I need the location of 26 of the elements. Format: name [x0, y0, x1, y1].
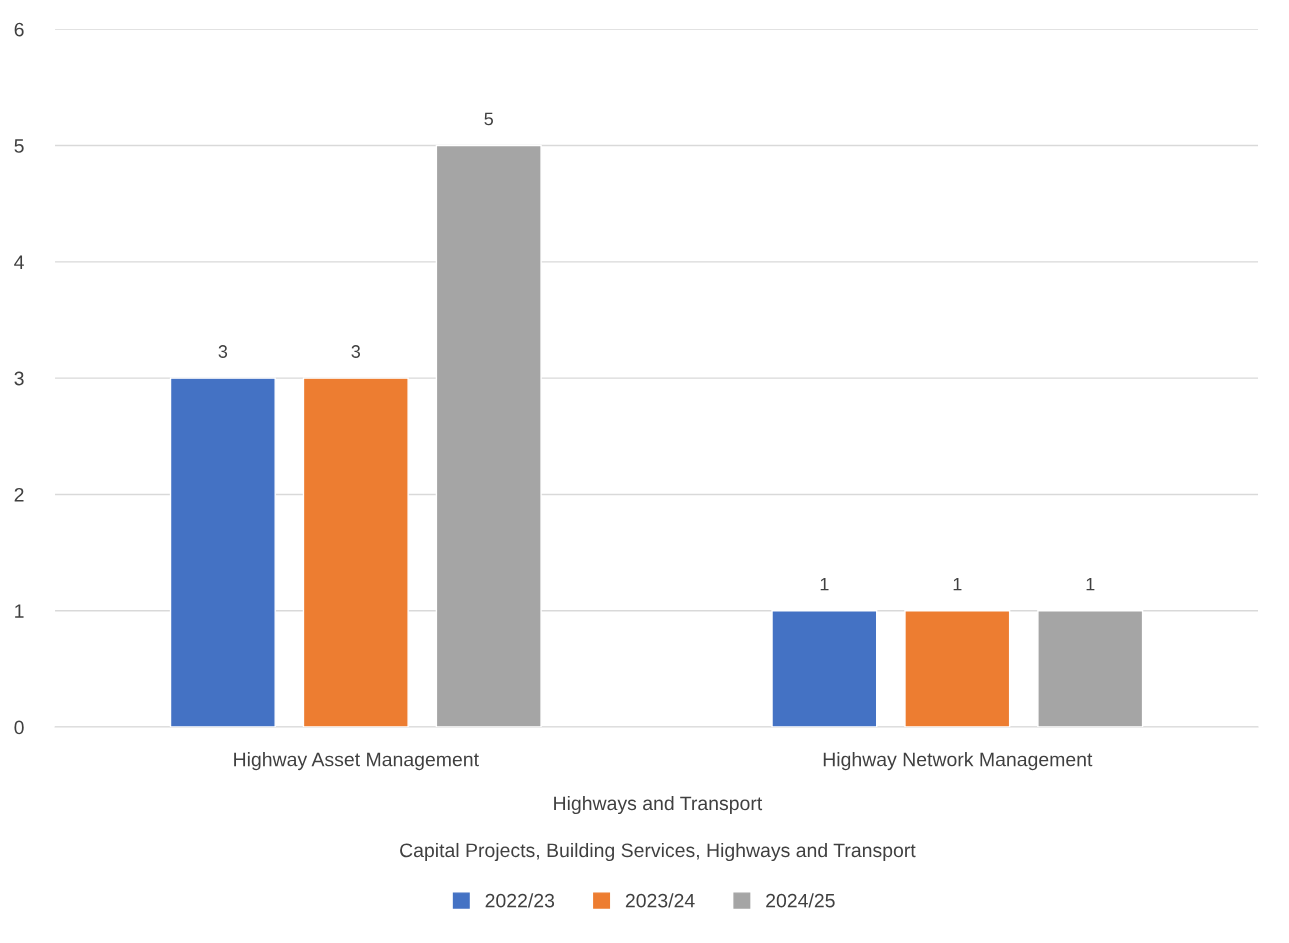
y-tick-label: 2 [14, 487, 24, 502]
bar [435, 144, 542, 728]
data-label: 1 [820, 577, 829, 591]
bar [1037, 610, 1144, 728]
data-label: 5 [484, 112, 493, 126]
legend-label: 2022/23 [485, 893, 555, 908]
x-tick-label: Highway Network Management [823, 752, 1093, 771]
y-tick-label: 1 [15, 604, 24, 618]
x-tick-label: Highway Asset Management [234, 752, 479, 771]
text: Highways and Transport [554, 795, 763, 815]
bar [771, 610, 878, 728]
data-label: 1 [953, 577, 962, 591]
bar [904, 610, 1011, 728]
bar [169, 377, 276, 728]
data-label: 3 [351, 345, 361, 358]
text: Capital Projects, Building Services, Highways and Transport [400, 842, 916, 862]
y-tick-label: 6 [14, 22, 24, 37]
y-tick-label: 5 [14, 139, 24, 153]
legend-label: 2024/25 [766, 893, 835, 908]
data-label: 1 [1086, 577, 1095, 591]
y-tick-label: 0 [14, 720, 24, 735]
data-label: 3 [218, 345, 228, 358]
legend-label: 2023/24 [625, 893, 695, 908]
y-tick-label: 4 [14, 255, 24, 269]
bar [302, 377, 409, 728]
y-tick-label: 3 [14, 371, 24, 386]
